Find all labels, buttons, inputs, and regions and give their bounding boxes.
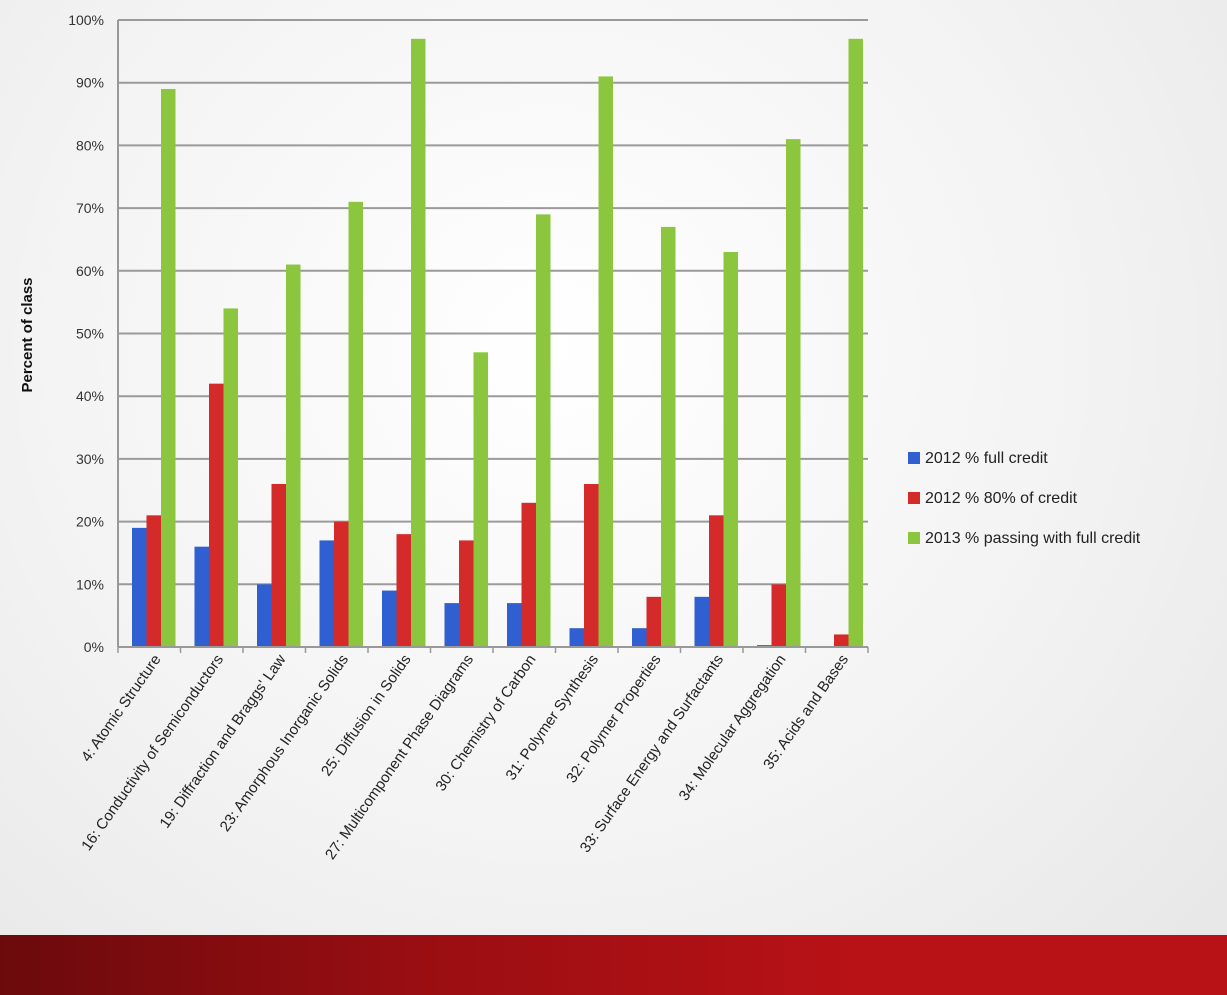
bar [146, 515, 161, 647]
bar [223, 308, 238, 647]
bar [569, 628, 584, 647]
bar [382, 590, 397, 647]
bar [661, 226, 676, 647]
x-tick-label: 19: Diffraction and Braggs' Law [156, 651, 289, 831]
bar [257, 584, 272, 647]
bar [473, 352, 488, 647]
bar [646, 596, 661, 647]
bar [194, 546, 209, 647]
footer-band [0, 935, 1227, 995]
x-tick-label: 23: Amorphous Inorganic Solids [217, 652, 352, 835]
bars [132, 38, 863, 648]
legend-label: 2012 % 80% of credit [925, 490, 1078, 507]
bar [521, 502, 536, 647]
bar [411, 38, 426, 648]
bar [834, 634, 849, 647]
bar [319, 540, 334, 647]
bar [396, 534, 411, 647]
bar [459, 540, 474, 647]
bar [161, 88, 176, 648]
bar [723, 251, 738, 648]
bar [694, 596, 709, 647]
bar [848, 38, 863, 648]
y-tick-label: 100% [68, 12, 104, 28]
y-tick-labels: 0% 10% 20% 30% 40% 50% 60% 70% 80% 90% 100% [68, 12, 104, 655]
y-tick-label: 30% [76, 451, 104, 467]
bar [348, 201, 363, 647]
bar [271, 483, 286, 647]
bar [536, 214, 551, 647]
y-tick-label: 0% [84, 639, 104, 655]
y-tick-label: 40% [76, 388, 104, 404]
bar [132, 527, 147, 647]
legend-swatch [908, 492, 920, 504]
legend: 2012 % full credit 2012 % 80% of credit 20… [908, 450, 1141, 547]
bar [598, 76, 613, 648]
bar [584, 483, 599, 647]
axes [117, 20, 869, 653]
bar [444, 603, 459, 647]
y-tick-label: 50% [76, 326, 104, 342]
gridlines [118, 19, 868, 648]
legend-label: 2013 % passing with full credit [925, 530, 1141, 547]
bar [334, 521, 349, 647]
y-axis-label: Percent of class [19, 277, 36, 392]
y-tick-label: 90% [76, 75, 104, 91]
y-tick-label: 20% [76, 514, 104, 530]
y-tick-label: 80% [76, 137, 104, 153]
x-tick-label: 34: Molecular Aggregation [676, 652, 790, 805]
legend-swatch [908, 452, 920, 464]
legend-swatch [908, 532, 920, 544]
bar [771, 584, 786, 647]
y-tick-label: 10% [76, 576, 104, 592]
bar [286, 264, 301, 647]
legend-label: 2012 % full credit [925, 450, 1048, 467]
bar [786, 139, 801, 647]
bar [709, 515, 724, 647]
bar [209, 383, 224, 647]
y-tick-label: 70% [76, 200, 104, 216]
bar [632, 628, 647, 647]
y-tick-label: 60% [76, 263, 104, 279]
bar [507, 603, 522, 647]
